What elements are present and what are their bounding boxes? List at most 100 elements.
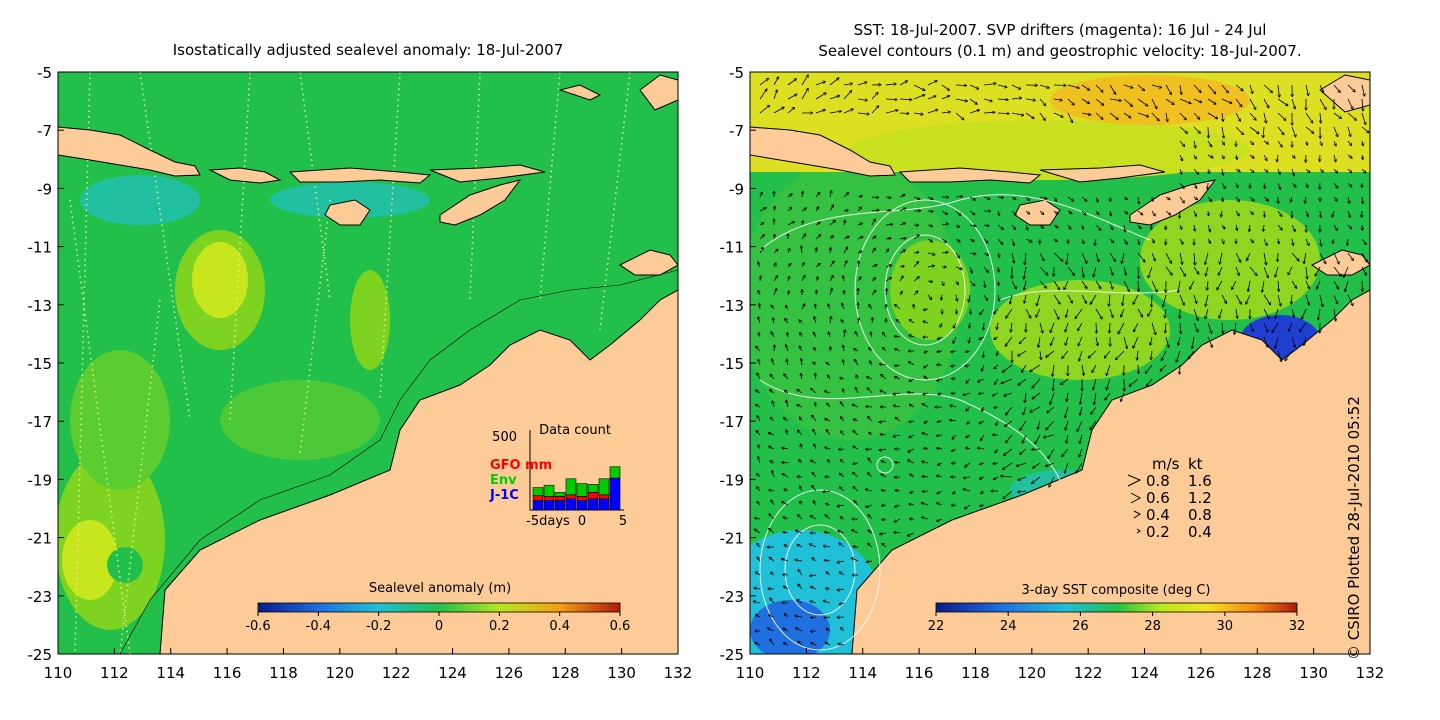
velocity-arrow [1222,112,1223,121]
velocity-arrow [773,107,784,114]
velocity-arrow [894,518,901,522]
velocity-arrow [966,448,971,449]
velocity-arrow [773,401,775,408]
velocity-arrow [908,392,915,393]
velocity-arrow [858,318,859,324]
velocity-arrow [927,253,935,255]
velocity-arrow [787,94,797,100]
velocity-arrow [1205,252,1209,264]
velocity-arrow [1081,112,1091,115]
velocity-arrow [1064,280,1069,289]
velocity-arrow [829,289,832,296]
velocity-arrow [1277,112,1286,120]
y-tick-label: -11 [28,239,53,257]
velocity-arrow [757,373,761,380]
velocity-arrow [758,262,760,268]
inset-title: Data count [539,423,611,438]
speed-kt-08: 0.8 [1188,506,1212,524]
velocity-arrow [1362,196,1363,203]
velocity-arrow [1151,210,1155,216]
velocity-arrow [955,210,961,215]
x-tick-label: 122 [382,664,411,682]
velocity-arrow [814,348,816,352]
velocity-arrow [1361,84,1365,96]
velocity-arrow [786,345,789,352]
velocity-arrow [827,403,831,408]
x-tick-label: 130 [1299,664,1328,682]
velocity-arrow [1122,252,1125,263]
velocity-arrow [1018,491,1027,492]
velocity-arrow [770,639,775,646]
velocity-arrow [1025,196,1029,200]
velocity-arrow [1347,224,1351,229]
velocity-arrow [758,317,760,324]
velocity-arrow [857,237,863,240]
velocity-arrow [979,420,985,424]
x-tick-label: 110 [44,664,73,682]
inset-xtick-mid: 0 [578,514,586,529]
velocity-arrow [1205,308,1209,318]
y-tick-label: -11 [720,239,745,257]
velocity-arrow [853,463,859,464]
velocity-arrow [1039,98,1046,106]
velocity-arrow [1332,210,1334,217]
velocity-arrow [1138,364,1139,373]
velocity-arrow [1221,182,1225,188]
velocity-arrow [899,223,905,226]
flores-east-island-sst [1039,164,1166,183]
velocity-arrow [1066,308,1069,317]
velocity-arrow [1067,392,1068,401]
velocity-arrow [1306,182,1308,187]
velocity-arrow [857,251,862,253]
velocity-arrow [1278,84,1279,97]
velocity-arrow [867,561,873,562]
velocity-arrow [825,419,831,422]
velocity-arrow [1026,224,1028,230]
colorbar-tick-label: 28 [1144,619,1161,634]
velocity-arrow [824,617,831,618]
velocity-arrow [970,308,971,314]
velocity-arrow [956,294,957,301]
velocity-arrow [998,252,1000,257]
velocity-arrow [1235,196,1239,201]
velocity-arrow [1025,99,1035,100]
velocity-arrow [1024,266,1027,279]
velocity-arrow [942,280,944,285]
velocity-arrow [1361,168,1366,173]
velocity-arrow [955,85,966,86]
velocity-arrow [759,333,760,338]
velocity-arrow [893,393,901,394]
velocity-arrow [1123,336,1127,348]
inset-ymax-label: 500 [492,430,517,445]
velocity-arrow [782,448,789,449]
velocity-arrow [754,588,761,589]
velocity-arrow [937,518,943,521]
velocity-arrow [941,238,946,242]
velocity-arrow [1248,280,1251,291]
velocity-arrow [755,643,761,646]
velocity-arrow [756,347,761,352]
velocity-arrow [1123,98,1132,106]
velocity-arrow [908,448,915,452]
velocity-arrow [1032,392,1041,399]
velocity-arrow [937,503,943,506]
velocity-arrow [871,210,879,211]
velocity-arrow [1277,168,1280,174]
velocity-arrow [882,544,887,548]
right-map-plot [750,72,1370,654]
velocity-arrow [1249,154,1254,158]
velocity-arrow [1179,126,1187,133]
australia-landmass [159,289,678,654]
velocity-arrow [969,280,975,286]
velocity-arrow [1305,168,1310,172]
velocity-arrow [1004,392,1013,396]
velocity-arrow [1020,448,1027,454]
velocity-arrow [941,210,947,214]
y-tick-label: -9 [729,180,744,198]
velocity-arrow [922,433,929,436]
velocity-arrow [758,457,761,464]
velocity-arrow [853,487,859,492]
velocity-arrow [982,364,985,371]
velocity-arrow [969,225,976,226]
velocity-arrow [1109,224,1113,229]
